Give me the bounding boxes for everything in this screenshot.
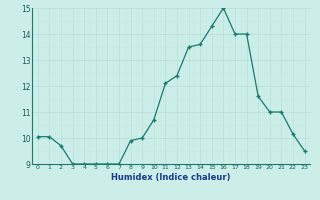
- X-axis label: Humidex (Indice chaleur): Humidex (Indice chaleur): [111, 173, 231, 182]
